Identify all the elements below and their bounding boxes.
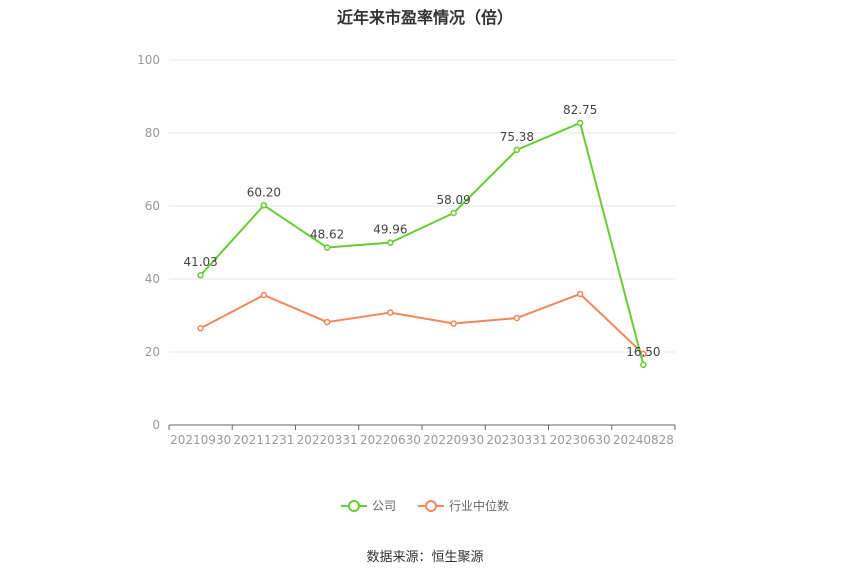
data-point-company	[450, 209, 457, 217]
data-point-company	[323, 244, 331, 251]
y-tick-label: 60	[145, 199, 160, 213]
data-point-company	[640, 361, 647, 369]
data-label: 60.20	[247, 185, 281, 199]
legend-item-industry[interactable]: 行业中位数	[418, 497, 509, 514]
chart-title: 近年来市盈率情况（倍）	[336, 8, 513, 27]
legend: 公司 行业中位数	[0, 497, 850, 514]
legend-label-company: 公司	[371, 499, 396, 513]
data-labels: 41.03 60.20 48.62 49.96 58.09 75.38 82.75 16.50	[183, 103, 660, 359]
x-tick-label: 20240828	[613, 433, 674, 447]
data-label: 49.96	[373, 223, 407, 237]
legend-marker-company	[340, 499, 367, 513]
data-label: 75.38	[500, 130, 534, 144]
x-tick-label: 20211231	[233, 433, 294, 447]
data-point-company	[260, 202, 268, 209]
x-tick-label: 20230630	[550, 433, 611, 447]
data-point-industry	[387, 309, 394, 316]
y-tick-label: 20	[145, 345, 160, 359]
data-label: 48.62	[310, 228, 344, 242]
data-point-industry	[450, 320, 457, 327]
x-tick-label: 20220930	[423, 433, 484, 447]
data-point-company	[387, 239, 394, 246]
data-label: 16.50	[626, 345, 660, 359]
y-tick-label: 40	[145, 272, 160, 286]
data-point-industry	[323, 318, 331, 326]
series-lines	[197, 119, 647, 369]
x-tick-label: 20210930	[170, 433, 231, 447]
y-tick-label: 0	[152, 418, 160, 432]
x-tick-label: 20220630	[360, 433, 421, 447]
data-source: 数据来源：恒生聚源	[366, 550, 484, 565]
data-point-company	[513, 146, 521, 154]
grid-lines	[169, 59, 675, 353]
data-point-industry	[576, 290, 584, 298]
data-point-company	[197, 271, 204, 279]
series-line-company	[199, 121, 645, 366]
data-point-industry	[260, 291, 268, 299]
x-tick-label: 20220331	[297, 433, 358, 447]
data-label: 58.09	[436, 193, 470, 207]
series-line-industry	[200, 292, 645, 355]
data-label: 41.03	[183, 255, 217, 269]
data-point-company	[576, 119, 584, 127]
y-tick-label: 100	[137, 53, 160, 67]
data-point-industry	[197, 325, 204, 332]
y-tick-label: 80	[145, 126, 160, 140]
legend-marker-industry	[418, 499, 444, 513]
legend-label-industry: 行业中位数	[449, 499, 510, 513]
data-point-industry	[513, 314, 521, 322]
x-tick-label: 20230331	[486, 433, 547, 447]
data-label: 82.75	[563, 103, 597, 117]
legend-item-company[interactable]: 公司	[340, 497, 396, 514]
